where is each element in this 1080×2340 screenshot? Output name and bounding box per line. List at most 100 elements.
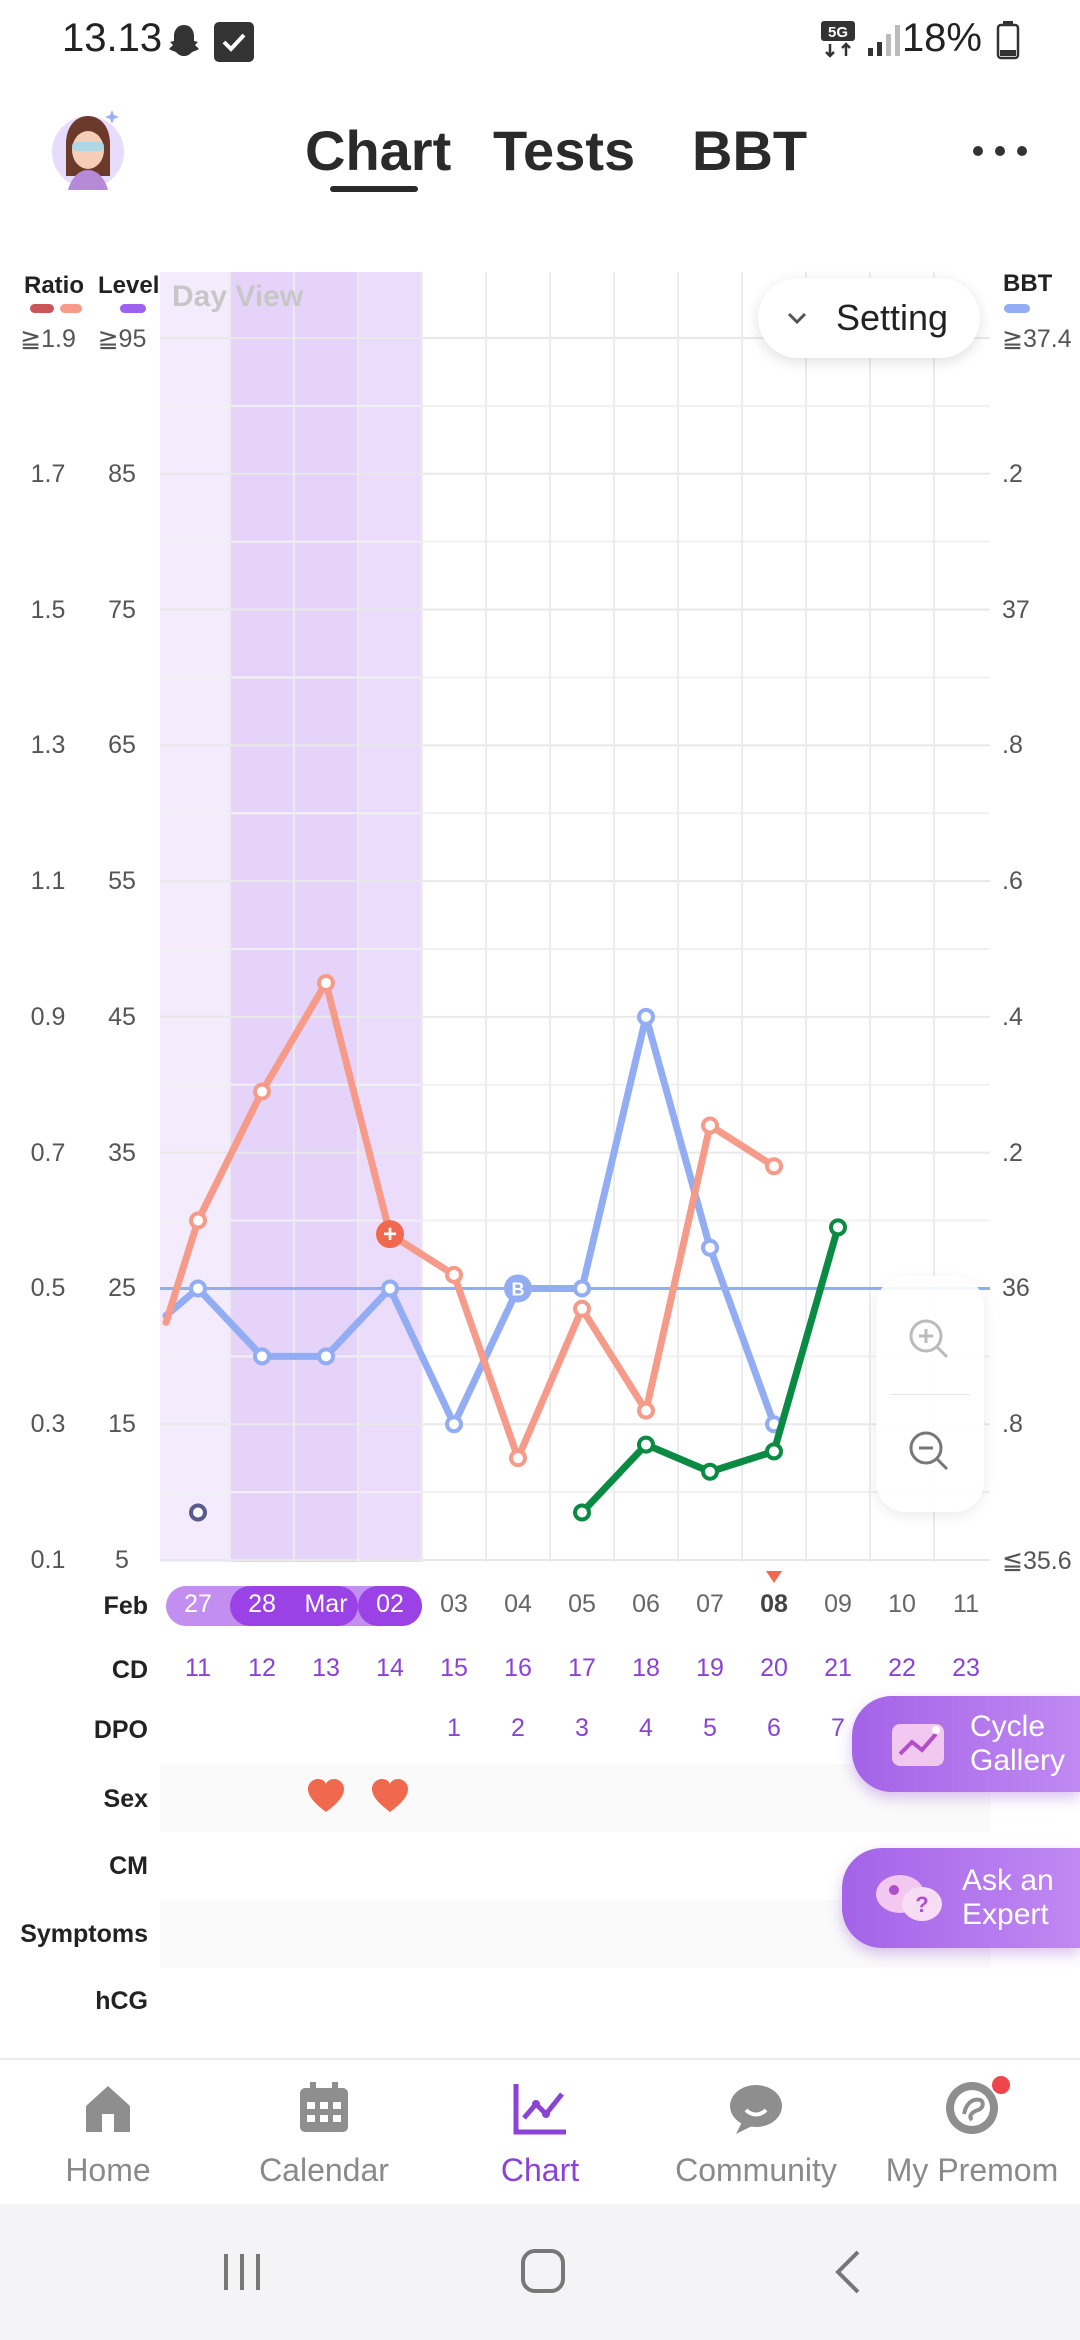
cycle-day-label: 11 [185,1654,211,1682]
ratio-axis-title: Ratio [24,272,84,299]
bbt-axis-title: BBT [1003,270,1053,297]
lh-ratio-point [637,1401,655,1420]
lh-ratio-point [445,1265,463,1284]
date-label[interactable]: Mar [304,1590,348,1618]
bbt-point [317,1347,335,1366]
bbt-point [253,1347,271,1366]
lh-ratio-point [701,1116,719,1135]
cycle-day-label: 14 [376,1654,404,1682]
dpo-label: 2 [511,1714,525,1742]
cycle-day-label: 16 [504,1654,532,1682]
level-tick-label: 15 [108,1410,136,1439]
bbt-tick-label: .8 [1002,1410,1023,1439]
ratio-tick-label: 1.7 [30,459,66,488]
tab-tests[interactable]: Tests [493,119,636,182]
ask-expert-line-1: Ask an [962,1864,1054,1897]
nav-my-premom[interactable]: My Premom [864,2060,1080,2204]
ask-expert-button[interactable]: ? Ask an Expert [842,1848,1080,1948]
bbt-tick-label: ≦35.6 [1002,1547,1072,1575]
tab-chart[interactable]: Chart [305,119,452,182]
nav-community-label: Community [675,2152,837,2188]
signal-icon [864,20,904,60]
extra-data-point [189,1503,207,1522]
status-time: 13.13 [62,16,163,60]
dpo-label: 4 [639,1714,653,1742]
cycle-chart[interactable]: +B [160,272,990,1562]
cycle-day-label: 22 [888,1654,916,1682]
snapchat-icon [162,20,206,64]
chevron-down-icon [787,312,807,325]
cycle-day-label: 19 [696,1654,724,1682]
date-label[interactable]: 10 [888,1590,916,1618]
bbt-legend-swatch [1004,304,1030,313]
lh-ratio-point [317,973,335,992]
bbt-point [381,1279,399,1298]
hcg-row-label: hCG [95,1987,148,2015]
date-label[interactable]: 28 [248,1590,276,1618]
bbt-tick-label: ≧37.4 [1002,325,1072,353]
date-label[interactable]: 27 [184,1590,212,1618]
nav-home[interactable]: Home [0,2060,216,2204]
level-axis-title: Level [98,272,160,299]
level-tick-label: 75 [108,595,136,624]
today-marker [766,1571,782,1583]
expert-chat-icon: ? [874,1872,946,1926]
tab-bbt[interactable]: BBT [692,119,808,182]
zoom-in-icon[interactable] [906,1316,954,1364]
setting-button[interactable]: Setting [758,278,980,358]
day-view-label: Day View [172,280,304,313]
heart-icon[interactable] [370,1778,410,1814]
bbt-tick-label: .8 [1002,731,1023,760]
bbt-tick-label: .2 [1002,1138,1023,1167]
setting-label: Setting [836,297,949,338]
chart-icon [513,2084,566,2135]
cycle-day-label: 17 [568,1654,596,1682]
sex-row-label: Sex [103,1785,148,1813]
more-options-icon[interactable] [970,136,1030,166]
heart-icon[interactable] [306,1778,346,1814]
cm-row-label: CM [109,1852,148,1880]
bbt-point [189,1279,207,1298]
ratio-tick-label: 1.3 [30,731,66,760]
back-icon[interactable] [828,2248,868,2296]
ratio-tick-label: 0.7 [30,1138,66,1167]
recent-apps-icon[interactable] [218,2248,266,2296]
home-system-icon[interactable] [518,2246,568,2296]
date-label[interactable]: 06 [632,1590,660,1618]
svg-text:?: ? [915,1892,928,1917]
date-label[interactable]: 05 [568,1590,596,1618]
5g-network-icon: 5G [820,20,856,60]
date-label[interactable]: 11 [953,1590,979,1618]
date-label[interactable]: 07 [696,1590,724,1618]
level-point [829,1218,847,1237]
lh-ratio-point [253,1082,271,1101]
checkbox-notification-icon [214,22,254,62]
date-label[interactable]: 09 [824,1590,852,1618]
date-label[interactable]: 08 [760,1590,788,1618]
my-premom-icon [946,2082,998,2134]
zoom-out-icon[interactable] [906,1428,954,1476]
level-legend-swatch [120,304,146,313]
lh-ratio-point [765,1157,783,1176]
month-label: Feb [103,1592,148,1620]
bbt-tick-label: 37 [1002,595,1030,624]
ratio-tick-label: 0.9 [30,1002,66,1031]
nav-chart[interactable]: Chart [432,2060,648,2204]
date-label[interactable]: 03 [440,1590,468,1618]
level-tick-label: 25 [108,1274,136,1303]
bbt-point [637,1007,655,1026]
cycle-gallery-line-1: Cycle [970,1710,1046,1743]
dpo-label: 6 [767,1714,781,1742]
nav-divider [0,2058,1080,2060]
bbt-label-marker [504,1274,532,1303]
level-tick-label: ≧95 [97,325,147,353]
nav-community[interactable]: Community [648,2060,864,2204]
date-label[interactable]: 04 [504,1590,532,1618]
user-avatar[interactable] [48,104,128,194]
cycle-day-label: 13 [312,1654,340,1682]
cycle-gallery-button[interactable]: Cycle Gallery [852,1696,1080,1792]
date-label[interactable]: 02 [376,1590,404,1618]
level-tick-label: 45 [108,1002,136,1031]
lh-ratio-point [509,1449,527,1468]
nav-calendar[interactable]: Calendar [216,2060,432,2204]
